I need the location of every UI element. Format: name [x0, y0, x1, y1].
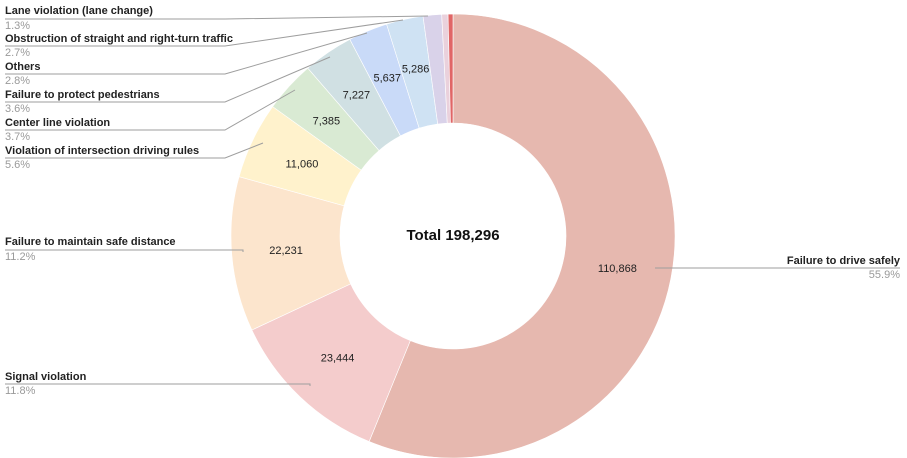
slice-value-label: 5,637	[373, 73, 401, 85]
slice-value-label: 110,868	[598, 263, 637, 275]
slice-value-label: 22,231	[269, 245, 303, 257]
category-name-label: Lane violation (lane change)	[5, 5, 153, 17]
category-percent-label: 2.7%	[5, 47, 30, 59]
leader-line	[5, 15, 429, 20]
category-percent-label: 1.3%	[5, 20, 30, 32]
category-name-label: Failure to maintain safe distance	[5, 236, 176, 248]
center-total-label: Total 198,296	[406, 227, 499, 244]
slice-value-label: 7,385	[313, 115, 341, 127]
slice-value-label: 11,060	[286, 159, 319, 171]
category-percent-label: 11.2%	[5, 251, 36, 263]
leader-line	[5, 56, 331, 103]
category-name-label: Violation of intersection driving rules	[5, 145, 199, 157]
category-name-label: Others	[5, 61, 40, 73]
leader-line	[5, 19, 404, 47]
category-percent-label: 3.7%	[5, 131, 30, 143]
slice-value-label: 23,444	[321, 352, 355, 364]
category-name-label: Center line violation	[5, 117, 110, 129]
leader-line	[5, 383, 311, 386]
category-percent-label: 11.8%	[5, 385, 36, 397]
category-name-label: Failure to drive safely	[787, 255, 901, 267]
category-percent-label: 5.6%	[5, 159, 30, 171]
donut-slices	[230, 13, 676, 458]
category-percent-label: 2.8%	[5, 75, 30, 87]
slice-labels: 110,868 Failure to drive safely 55.9% 23,44…	[5, 5, 901, 397]
leader-line	[5, 249, 244, 252]
leader-lines	[5, 15, 900, 386]
slice-unlabeled-10	[447, 13, 454, 124]
category-percent-label: 3.6%	[5, 103, 30, 115]
leader-line	[5, 142, 264, 159]
leader-line	[5, 89, 296, 131]
slice-value-label: 5,286	[402, 64, 430, 76]
category-percent-label: 55.9%	[869, 269, 900, 281]
category-name-label: Obstruction of straight and right-turn t…	[5, 33, 233, 45]
slice-value-label: 7,227	[343, 89, 371, 101]
category-name-label: Signal violation	[5, 371, 87, 383]
category-name-label: Failure to protect pedestrians	[5, 89, 160, 101]
leader-line	[5, 32, 368, 75]
